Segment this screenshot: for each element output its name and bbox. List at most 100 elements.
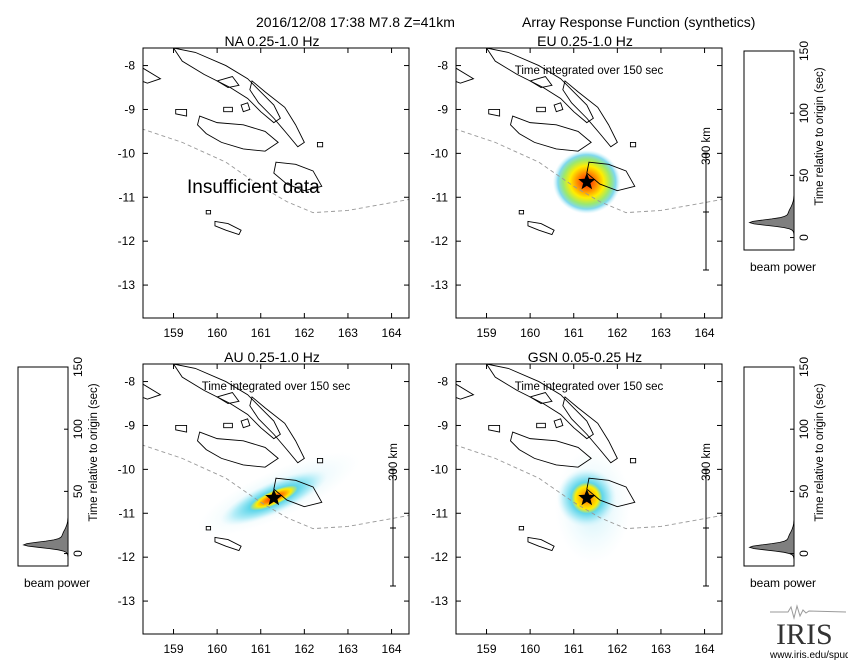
x-tick-label: 164 [382, 642, 402, 656]
coastline-florida-islands [536, 106, 546, 113]
map-frame [455, 363, 723, 635]
y-tick-label: -10 [118, 146, 136, 160]
coastline-ulawa [316, 457, 324, 464]
time-tick-label: 0 [797, 550, 811, 557]
y-tick-label: -12 [118, 550, 136, 564]
y-tick-label: -9 [437, 418, 448, 432]
x-tick-label: 161 [251, 642, 271, 656]
panel-title: GSN 0.05-0.25 Hz [528, 349, 642, 365]
x-tick-label: 159 [477, 642, 497, 656]
y-tick-label: -12 [431, 550, 449, 564]
x-tick-label: 159 [164, 642, 184, 656]
coastline-bellona [205, 525, 212, 531]
y-tick-label: -12 [118, 234, 136, 248]
y-tick-label: -13 [431, 278, 449, 292]
coastline-ulawa [316, 141, 324, 148]
coastline-rennell [527, 536, 555, 552]
x-tick-label: 161 [251, 326, 271, 340]
coastline-malaita [249, 396, 305, 464]
coastline-new-georgia-2 [240, 418, 251, 429]
coastline-malaita [562, 396, 618, 464]
x-tick-label: 162 [294, 642, 314, 656]
time-tick-label: 150 [797, 41, 811, 61]
x-tick-label: 164 [695, 326, 715, 340]
time-axis-label: Time relative to origin (sec) [88, 383, 100, 521]
logo-url: www.iris.edu/spud [769, 650, 848, 661]
time-tick-label: 100 [797, 103, 811, 123]
seismogram-line [770, 604, 847, 620]
coastline-new-georgia-1 [529, 76, 553, 88]
time-tick-label: 100 [797, 419, 811, 439]
trench-line [456, 444, 722, 530]
coastline-guadalcanal [510, 115, 592, 152]
y-tick-label: -10 [431, 462, 449, 476]
y-tick-label: -9 [124, 418, 135, 432]
scale-bar-label: 300 km [701, 127, 713, 165]
epicenter-star-icon [578, 488, 596, 506]
x-tick-label: 161 [564, 326, 584, 340]
coastline-bellona [205, 209, 212, 215]
beam-power-label: beam power [750, 260, 816, 274]
coastline-russell [488, 425, 501, 433]
beam-power-panel: 150 100 50 0 Time relative to origin (sec) be… [743, 41, 826, 274]
coastline-bougainville [456, 383, 475, 400]
coastline-florida-islands [223, 422, 233, 429]
time-tick-label: 150 [797, 357, 811, 377]
y-tick-label: -8 [124, 375, 135, 389]
time-tick-label: 50 [71, 484, 85, 498]
beam-power-label: beam power [750, 576, 816, 590]
coastline-isabel [485, 364, 594, 440]
integration-label: Time integrated over 150 sec [202, 381, 351, 393]
y-tick-label: -10 [118, 462, 136, 476]
coastline-bougainville [456, 67, 475, 84]
y-tick-label: -11 [119, 506, 136, 520]
beam-power-frame [743, 366, 795, 567]
coastline-malaita [249, 80, 305, 148]
panel-title: AU 0.25-1.0 Hz [224, 349, 320, 365]
time-tick-label: 50 [797, 484, 811, 498]
epicenter-star-icon [578, 172, 596, 190]
coastline-bellona [518, 209, 525, 215]
coastline-russell [175, 109, 188, 117]
x-tick-label: 160 [520, 326, 540, 340]
coastline-rennell [214, 220, 242, 236]
y-tick-label: -9 [124, 102, 135, 116]
x-tick-label: 159 [477, 326, 497, 340]
coastline-new-georgia-2 [553, 102, 564, 113]
beam-power-label: beam power [24, 576, 90, 590]
time-tick-label: 0 [797, 234, 811, 241]
coastline-makira [273, 477, 323, 508]
map-panel-3: 159 160 161 162 163 164 -8 -9 -10 -11 -12 -13 AU 0.2… [118, 349, 410, 656]
x-tick-label: 163 [651, 642, 671, 656]
y-tick-label: -13 [118, 278, 136, 292]
y-tick-label: -8 [437, 59, 448, 73]
coastline-isabel [172, 48, 281, 124]
coastline-ulawa [629, 141, 637, 148]
y-tick-label: -9 [437, 102, 448, 116]
x-tick-label: 164 [695, 642, 715, 656]
coastline-bellona [518, 525, 525, 531]
scale-bar-label: 300 km [388, 443, 400, 481]
trench-line [456, 128, 722, 214]
trench-line [143, 128, 409, 214]
x-tick-label: 160 [207, 326, 227, 340]
panel-title: NA 0.25-1.0 Hz [225, 33, 320, 49]
epicenter-star-icon [265, 488, 283, 506]
coastline-bougainville [143, 67, 162, 84]
coastline-malaita [562, 80, 618, 148]
insufficient-data-label: Insufficient data [187, 177, 320, 198]
x-tick-label: 160 [207, 642, 227, 656]
map-frame [142, 363, 410, 635]
time-axis-label: Time relative to origin (sec) [814, 383, 826, 521]
coastline-makira [586, 477, 636, 508]
coastline-bougainville [143, 383, 162, 400]
coastline-makira [586, 161, 636, 192]
map-panel-4: 159 160 161 162 163 164 -8 -9 -10 -11 -12 -13 GSN 0.… [431, 349, 723, 656]
time-tick-label: 150 [71, 357, 85, 377]
integration-label: Time integrated over 150 sec [515, 65, 664, 77]
coastline-guadalcanal [510, 431, 592, 468]
y-tick-label: -13 [118, 594, 136, 608]
time-tick-label: 100 [71, 419, 85, 439]
x-tick-label: 163 [651, 326, 671, 340]
